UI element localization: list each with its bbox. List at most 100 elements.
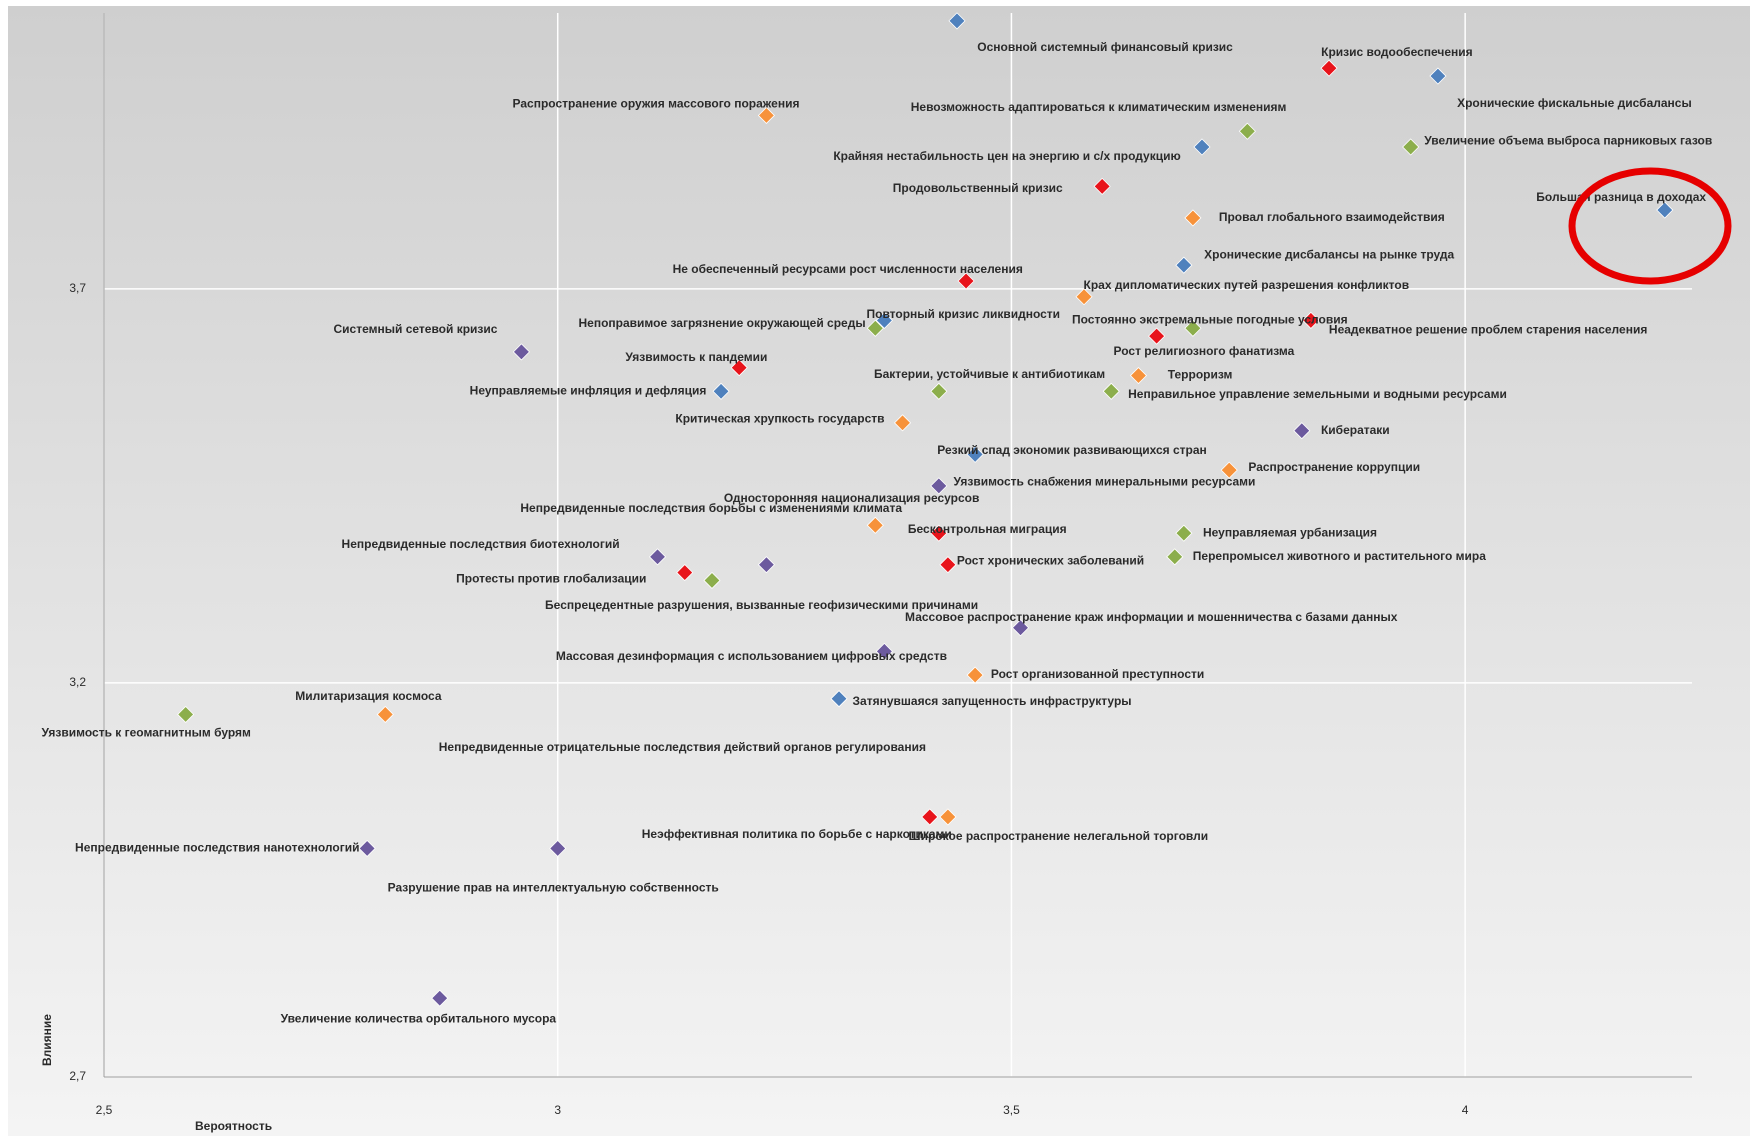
point-label: Распространение оружия массового поражен… [513, 97, 800, 111]
point-label: Массовая дезинформация с использованием … [556, 649, 947, 663]
point-label: Протесты против глобализации [456, 571, 646, 585]
point [1093, 177, 1111, 195]
point [1011, 619, 1030, 637]
point [730, 359, 748, 377]
point [1293, 422, 1311, 440]
point [875, 311, 893, 329]
point [966, 445, 984, 463]
chart-background [8, 6, 1750, 1136]
point-label: Неэффективная политика по борьбе с нарко… [642, 827, 952, 841]
point-label: Увеличение объема выброса парниковых газ… [1424, 134, 1712, 148]
point-label: Хронические фискальные дисбалансы [1457, 96, 1692, 110]
point-label: Бактерии, устойчивые к антибиотикам [874, 367, 1105, 381]
point-label: Рост хронических заболеваний [957, 554, 1144, 568]
point-label: Уязвимость снабжения минеральными ресурс… [953, 475, 1255, 489]
point [1656, 201, 1674, 219]
point [875, 642, 893, 660]
grid: 2,5 3 3,5 4 2,7 3,2 3,7 [69, 13, 1692, 1117]
point [930, 382, 948, 400]
point [1175, 524, 1193, 542]
point-label: Невозможность адаптироваться к климатиче… [911, 100, 1287, 114]
point [177, 705, 195, 724]
point [1075, 288, 1093, 306]
point-label: Терроризм [1168, 368, 1233, 382]
point [957, 272, 975, 290]
point-label: Кризис водообеспечения [1321, 45, 1473, 59]
point [1220, 461, 1238, 479]
point [712, 382, 730, 400]
x-tick-label: 2,5 [96, 1103, 113, 1117]
point-label: Системный сетевой кризис [334, 322, 498, 336]
point-label: Крах дипломатических путей разрешения ко… [1084, 278, 1410, 292]
point [703, 571, 721, 590]
point-label: Непоправимое загрязнение окружающей сред… [578, 316, 865, 330]
x-axis-label: Вероятность [195, 1119, 272, 1133]
point [1166, 548, 1184, 566]
y-axis-label: Влияние [40, 1014, 54, 1066]
point [939, 808, 957, 826]
point [549, 839, 567, 858]
point-label: Неправильное управление земельными и вод… [1128, 387, 1507, 401]
x-tick-label: 3,5 [1003, 1103, 1020, 1117]
point-label: Увеличение количества орбитального мусор… [281, 1012, 557, 1026]
point [966, 666, 984, 684]
point-label: Односторонняя национализация ресурсов [724, 491, 980, 505]
point [1102, 382, 1120, 400]
point-label: Непредвиденные последствия борьбы с изме… [520, 501, 902, 515]
point-label: Уязвимость к геомагнитным бурям [42, 726, 251, 740]
point-label: Непредвиденные последствия нанотехнологи… [75, 841, 359, 855]
y-tick-label: 2,7 [69, 1069, 86, 1083]
point [648, 548, 667, 566]
point-label: Повторный кризис ликвидности [867, 307, 1061, 321]
point-label: Не обеспеченный ресурсами рост численнос… [673, 262, 1023, 276]
point [676, 564, 694, 582]
point-label: Продовольственный кризис [893, 181, 1063, 195]
point [1175, 256, 1193, 274]
point [1429, 67, 1447, 85]
point [1320, 59, 1338, 77]
point [921, 808, 939, 826]
point [757, 106, 775, 125]
point-label: Провал глобального взаимодействия [1219, 210, 1445, 224]
point [512, 343, 530, 361]
point [866, 319, 884, 337]
points [177, 12, 1674, 1007]
point-label: Уязвимость к пандемии [625, 350, 767, 364]
point-label: Милитаризация космоса [295, 689, 442, 703]
point [930, 524, 948, 542]
point-label: Основной системный финансовый кризис [977, 40, 1233, 54]
point-label: Непредвиденные отрицательные последствия… [439, 740, 926, 754]
point [1148, 327, 1166, 345]
point [376, 705, 394, 724]
point [1402, 138, 1420, 156]
point [930, 477, 948, 495]
point [1184, 319, 1202, 337]
point [948, 12, 966, 30]
point [1238, 122, 1256, 140]
point-label: Кибератаки [1321, 423, 1390, 437]
point-label: Затянувшаяся запущенность инфраструктуры [853, 694, 1132, 708]
point-label: Хронические дисбалансы на рынке труда [1204, 247, 1454, 261]
point [431, 989, 449, 1007]
point [757, 556, 775, 574]
point-label: Постоянно экстремальные погодные условия [1072, 313, 1348, 327]
y-tick-label: 3,7 [69, 281, 86, 295]
point-label: Широкое распространение нелегальной торг… [909, 829, 1209, 843]
point-label: Неуправляемая урбанизация [1203, 525, 1377, 539]
point-label: Неадекватное решение проблем старения на… [1329, 323, 1647, 337]
x-tick-label: 4 [1462, 1103, 1469, 1117]
point-label: Перепромысел животного и растительного м… [1193, 549, 1486, 563]
point-label: Неуправляемые инфляция и дефляция [470, 383, 707, 397]
point-label: Беспрецедентные разрушения, вызванные ге… [545, 598, 978, 612]
point [866, 516, 884, 534]
point-label: Большая разница в доходах [1536, 190, 1706, 204]
point-label: Рост религиозного фанатизма [1114, 344, 1295, 358]
point-label: Бесконтрольная миграция [908, 522, 1067, 536]
point [1302, 311, 1320, 329]
highlight-circle [1568, 167, 1732, 285]
point-label: Массовое распространение краж информации… [905, 610, 1398, 624]
x-tick-label: 3 [554, 1103, 561, 1117]
point [1184, 209, 1202, 227]
point-label: Рост организованной преступности [991, 667, 1204, 681]
